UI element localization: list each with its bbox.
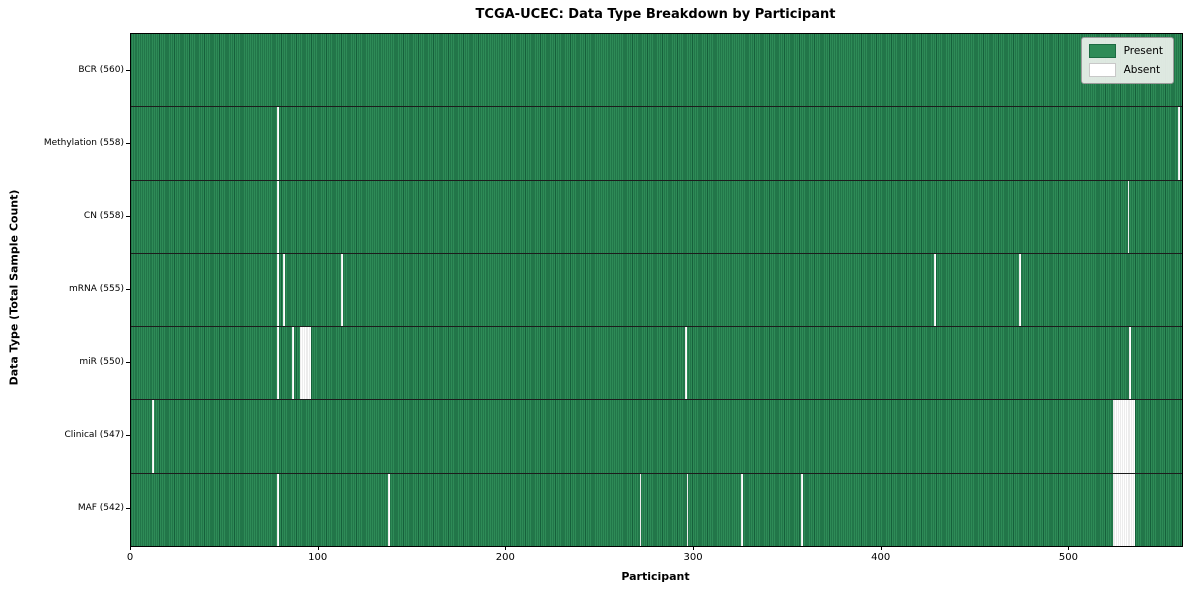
y-tick-mark: [126, 362, 130, 364]
absent-mark: [1129, 327, 1132, 400]
absent-mark: [309, 327, 312, 400]
y-tick-mark: [126, 289, 130, 290]
absent-mark: [1129, 400, 1132, 473]
absent-mark: [277, 107, 280, 180]
y-tick-label: CN (558): [83, 210, 124, 221]
heatmap-row-bcr: [131, 34, 1182, 107]
absent-mark: [1114, 473, 1117, 546]
plot-area: [130, 33, 1183, 547]
absent-mark: [1131, 400, 1134, 473]
heatmap-row-methylation: [131, 106, 1182, 180]
x-tick-label: 400: [871, 552, 891, 563]
absent-mark: [801, 473, 803, 546]
legend-swatch-present: [1088, 44, 1116, 58]
absent-mark: [684, 327, 687, 400]
absent-mark: [1131, 473, 1134, 546]
x-tick-label: 500: [1058, 552, 1078, 563]
absent-mark: [1121, 400, 1124, 473]
legend-swatch-absent: [1088, 63, 1116, 77]
legend-label: Absent: [1123, 64, 1161, 76]
legend-item-present: Present: [1088, 44, 1163, 58]
absent-mark: [1127, 400, 1130, 473]
x-tick-mark: [880, 546, 882, 550]
y-tick-mark: [126, 69, 130, 71]
absent-mark: [1118, 473, 1121, 546]
absent-mark: [1127, 473, 1130, 546]
x-tick-label: 300: [683, 552, 703, 563]
chart-title: TCGA-UCEC: Data Type Breakdown by Partic…: [475, 7, 836, 22]
x-tick-mark: [1068, 546, 1070, 550]
x-tick-label: 100: [308, 552, 328, 563]
absent-mark: [1178, 107, 1181, 180]
absent-mark: [277, 253, 280, 327]
absent-mark: [151, 400, 154, 473]
absent-mark: [307, 327, 310, 400]
x-tick-mark: [505, 546, 507, 550]
y-tick-label: Methylation (558): [43, 137, 124, 148]
absent-mark: [277, 327, 280, 400]
x-tick-mark: [317, 546, 319, 550]
absent-mark: [1112, 473, 1115, 546]
absent-mark: [1125, 400, 1128, 473]
absent-mark: [1127, 180, 1130, 253]
absent-mark: [341, 253, 344, 327]
absent-mark: [686, 473, 689, 546]
absent-mark: [1118, 400, 1121, 473]
absent-mark: [1120, 400, 1122, 473]
x-tick-mark: [693, 546, 695, 550]
legend: Present Absent: [1080, 37, 1174, 84]
x-tick-label: 200: [495, 552, 515, 563]
absent-mark: [1114, 400, 1117, 473]
y-tick-label: mRNA (555): [69, 284, 124, 294]
absent-mark: [1121, 473, 1124, 546]
heatmap-row-mrna: [131, 252, 1182, 327]
x-tick-mark: [130, 546, 131, 550]
y-tick-mark: [126, 435, 130, 437]
absent-mark: [301, 327, 304, 400]
absent-mark: [1120, 473, 1122, 546]
absent-mark: [1125, 473, 1128, 546]
y-tick-label: MAF (542): [77, 503, 124, 514]
absent-mark: [303, 327, 306, 400]
legend-item-absent: Absent: [1088, 63, 1163, 77]
absent-mark: [277, 180, 280, 253]
absent-mark: [388, 473, 390, 546]
y-tick-label: BCR (560): [78, 64, 124, 75]
absent-mark: [277, 473, 280, 546]
x-tick-label: 0: [126, 552, 134, 563]
absent-mark: [1123, 473, 1126, 546]
absent-mark: [283, 253, 285, 327]
heatmap-row-mir: [131, 326, 1182, 400]
absent-mark: [1129, 473, 1132, 546]
absent-mark: [1018, 253, 1021, 327]
x-axis-label: Participant: [621, 570, 690, 583]
absent-mark: [740, 473, 743, 546]
heatmap-row-clinical: [131, 399, 1182, 473]
absent-mark: [1116, 400, 1119, 473]
absent-mark: [639, 473, 642, 546]
y-tick-label: Clinical (547): [64, 430, 124, 441]
absent-mark: [1112, 400, 1115, 473]
absent-mark: [1133, 400, 1136, 473]
y-tick-mark: [126, 142, 130, 144]
y-tick-label: miR (550): [79, 357, 124, 368]
heatmap-row-maf: [131, 472, 1182, 546]
heatmap-row-cn: [131, 179, 1182, 253]
absent-mark: [1116, 473, 1119, 546]
absent-mark: [1133, 473, 1136, 546]
absent-mark: [305, 327, 308, 400]
absent-mark: [299, 327, 302, 400]
absent-mark: [934, 253, 937, 327]
y-tick-mark: [126, 215, 130, 217]
absent-mark: [1123, 400, 1126, 473]
y-tick-mark: [126, 508, 130, 510]
legend-label: Present: [1123, 45, 1163, 57]
absent-mark: [292, 327, 295, 400]
